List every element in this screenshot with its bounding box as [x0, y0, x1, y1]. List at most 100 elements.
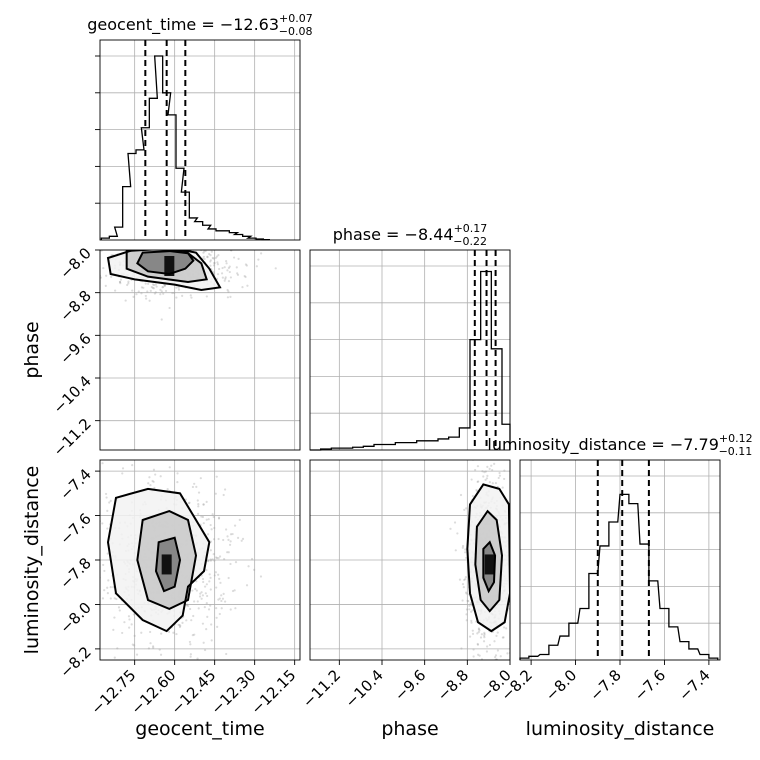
scatter-point	[203, 257, 206, 261]
scatter-point	[189, 643, 192, 646]
scatter-point	[109, 499, 112, 503]
scatter-point	[179, 624, 182, 627]
scatter-point	[113, 616, 116, 619]
scatter-point	[191, 634, 194, 637]
scatter-point	[505, 627, 508, 630]
scatter-point	[234, 607, 237, 610]
scatter-point	[100, 276, 102, 279]
scatter-point	[202, 244, 204, 246]
scatter-point	[196, 600, 199, 603]
scatter-point	[181, 247, 183, 249]
scatter-point	[462, 586, 465, 589]
scatter-point	[127, 615, 131, 618]
scatter-point	[106, 552, 109, 555]
scatter-point	[517, 554, 519, 556]
scatter-point	[212, 515, 215, 519]
scatter-point	[202, 522, 205, 525]
scatter-point	[205, 518, 208, 521]
contour-line	[106, 250, 222, 292]
scatter-point	[133, 242, 135, 244]
scatter-point	[148, 476, 151, 479]
x-tick-label-phase: −10.4	[342, 666, 387, 711]
scatter-point	[190, 619, 193, 622]
y-tick-label-luminosity_distance: −7.4	[56, 465, 94, 503]
scatter-point	[200, 515, 203, 518]
scatter-point	[461, 546, 464, 549]
scatter-point	[176, 481, 179, 484]
scatter-point	[130, 623, 133, 626]
scatter-point	[131, 464, 134, 467]
scatter-point	[106, 586, 109, 589]
scatter-point	[477, 631, 480, 634]
scatter-point	[166, 488, 169, 491]
scatter-point	[245, 584, 249, 587]
scatter-point	[464, 575, 467, 579]
scatter-point	[24, 297, 26, 299]
scatter-point	[213, 261, 216, 265]
scatter-point	[178, 625, 182, 629]
scatter-point	[503, 469, 506, 472]
scatter-point	[477, 627, 481, 630]
scatter-point	[216, 273, 220, 276]
scatter-point	[231, 589, 235, 593]
scatter-point	[221, 597, 225, 600]
scatter-point	[159, 653, 163, 656]
scatter-point	[511, 554, 513, 556]
scatter-point	[209, 260, 212, 263]
scatter-point	[511, 494, 513, 496]
scatter-point	[206, 256, 209, 259]
scatter-point	[138, 244, 140, 246]
y-tick-label-phase: −9.6	[56, 329, 94, 367]
scatter-point	[215, 586, 218, 589]
scatter-point	[182, 456, 184, 458]
scatter-point	[461, 544, 465, 548]
scatter-point	[224, 276, 227, 279]
scatter-point	[225, 260, 228, 263]
scatter-point	[214, 256, 217, 260]
scatter-point	[188, 640, 192, 644]
scatter-point	[205, 568, 208, 572]
scatter-point	[209, 588, 212, 591]
scatter-point	[523, 619, 525, 621]
scatter-point	[158, 233, 160, 235]
scatter-point	[498, 474, 502, 477]
scatter-point	[480, 633, 483, 636]
scatter-point	[163, 284, 167, 287]
scatter-point	[175, 632, 178, 636]
scatter-point	[195, 485, 198, 488]
scatter-point	[493, 456, 495, 458]
scatter-point	[221, 276, 224, 279]
scatter-point	[178, 241, 180, 243]
y-axis-label-phase: phase	[21, 321, 43, 378]
scatter-point	[477, 671, 479, 673]
scatter-point	[152, 646, 155, 649]
scatter-point	[213, 574, 216, 577]
scatter-point	[133, 644, 136, 647]
scatter-point	[145, 438, 147, 440]
scatter-point	[172, 241, 174, 243]
scatter-point	[215, 556, 218, 559]
scatter-point	[494, 656, 497, 659]
scatter-point	[491, 482, 494, 485]
scatter-point	[189, 607, 192, 611]
scatter-point	[199, 477, 202, 480]
scatter-point	[83, 589, 85, 591]
scatter-point	[494, 654, 498, 657]
scatter-point	[167, 630, 171, 633]
scatter-point	[106, 592, 109, 595]
title-sub-luminosity_distance: −0.11	[719, 445, 753, 458]
scatter-point	[205, 602, 208, 605]
scatter-point	[152, 480, 155, 483]
pair-0-frame	[99, 249, 301, 451]
scatter-point	[454, 549, 457, 552]
scatter-point	[140, 241, 142, 243]
scatter-point	[208, 252, 211, 256]
scatter-point	[463, 508, 466, 511]
scatter-point	[92, 260, 94, 262]
scatter-point	[464, 548, 467, 551]
scatter-point	[516, 535, 518, 537]
scatter-point	[157, 244, 159, 246]
scatter-point	[116, 242, 118, 244]
density-peak	[484, 554, 495, 575]
scatter-point	[112, 628, 115, 631]
